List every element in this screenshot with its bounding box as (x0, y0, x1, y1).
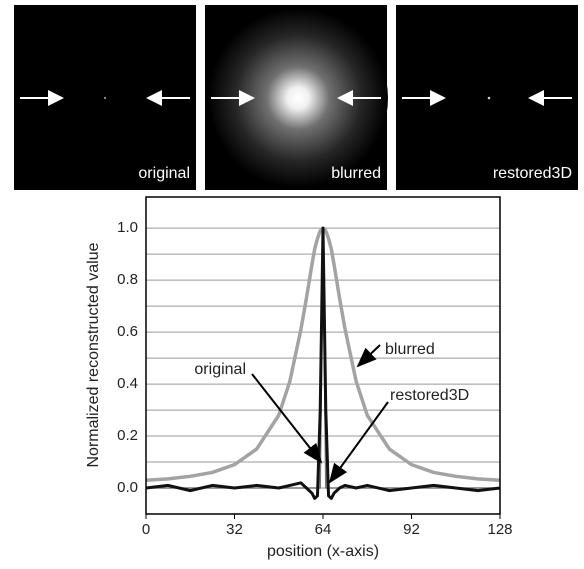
panel: restored3D (396, 5, 578, 190)
annotation-arrow (330, 402, 388, 482)
panel: original (14, 5, 196, 190)
panel-label: blurred (331, 165, 381, 182)
x-tick-label: 92 (403, 521, 420, 538)
panel: blurred (205, 5, 388, 190)
x-tick-label: 0 (142, 521, 150, 538)
annotation-arrow (358, 345, 380, 366)
y-tick-label: 0.0 (117, 479, 138, 496)
annotation: blurred (385, 341, 435, 358)
annotation: original (194, 361, 246, 378)
y-axis-label: Normalized reconstructed value (85, 242, 102, 467)
annotation: restored3D (390, 387, 469, 404)
y-tick-label: 0.6 (117, 323, 138, 340)
panel-label: restored3D (493, 165, 572, 182)
panel-label: original (138, 165, 190, 182)
y-tick-label: 0.4 (117, 375, 138, 392)
y-tick-label: 0.8 (117, 271, 138, 288)
x-tick-label: 64 (315, 521, 332, 538)
y-tick-label: 0.2 (117, 427, 138, 444)
x-axis-label: position (x-axis) (267, 543, 379, 560)
x-tick-label: 32 (226, 521, 243, 538)
figure: original blurred restored3D position (x-… (0, 0, 584, 564)
y-tick-label: 1.0 (117, 219, 138, 236)
x-tick-label: 128 (487, 521, 512, 538)
